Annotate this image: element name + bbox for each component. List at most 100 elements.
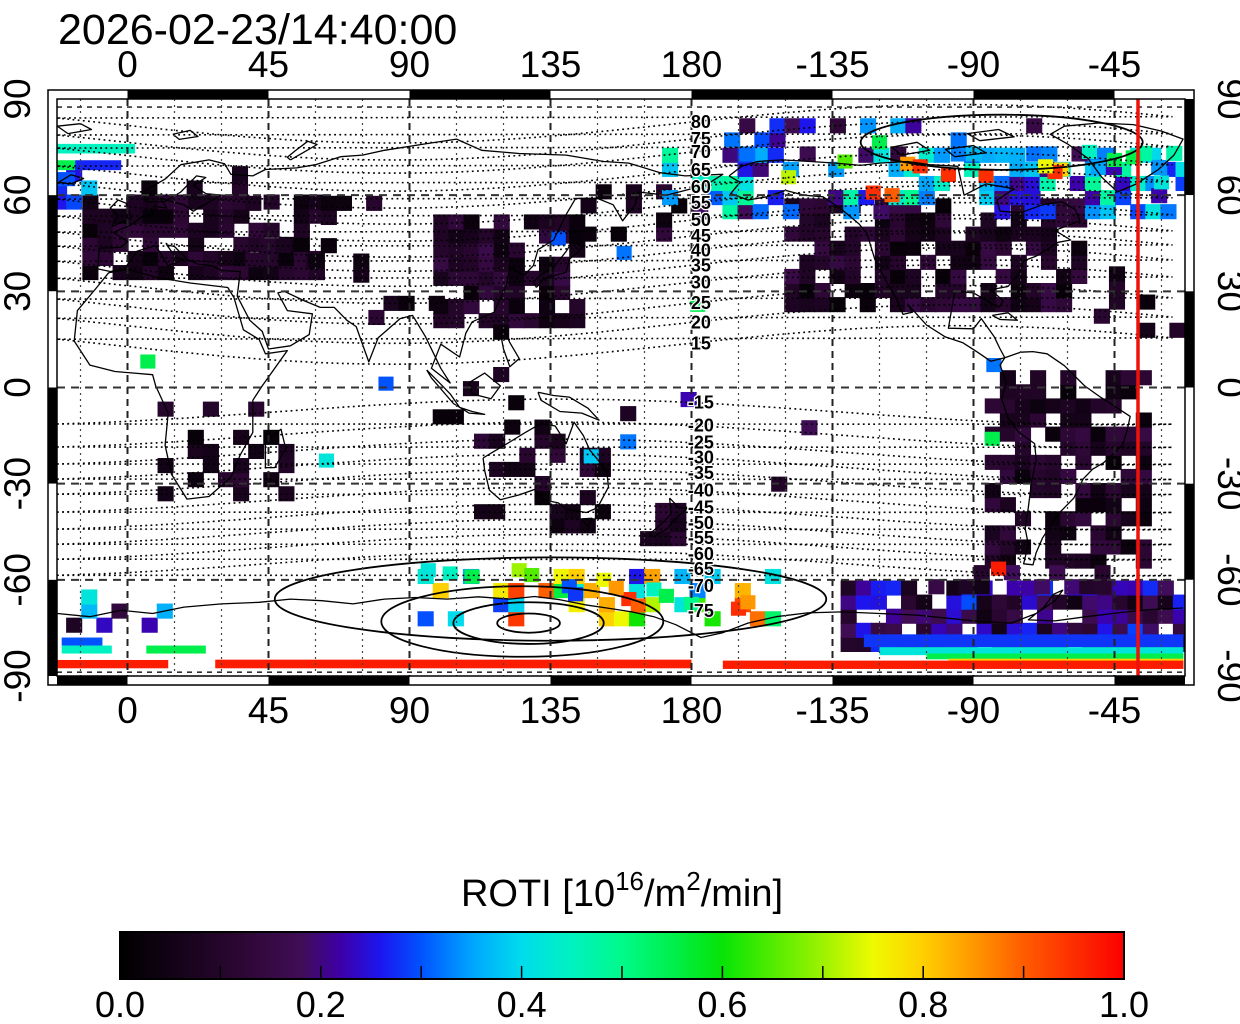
frame-segment — [57, 90, 128, 99]
roti-point — [865, 185, 881, 200]
roti-cell — [799, 282, 816, 299]
roti-cell — [1021, 594, 1038, 610]
contour-label: 70 — [691, 142, 711, 162]
roti-cell — [844, 240, 861, 256]
coastline — [999, 350, 1131, 566]
roti-cell — [474, 504, 491, 520]
roti-cell — [478, 242, 495, 258]
roti-point — [318, 453, 335, 468]
roti-cell — [1108, 266, 1126, 282]
roti-cell — [1090, 497, 1107, 513]
coastline — [891, 141, 931, 156]
roti-cell — [737, 175, 754, 192]
roti-cell — [1120, 483, 1137, 499]
roti-cell — [980, 212, 997, 228]
roti-cell — [231, 166, 249, 182]
contour-label: -75 — [688, 601, 714, 621]
roti-cell — [1045, 483, 1062, 499]
roti-cell — [950, 297, 967, 313]
roti-cell — [233, 265, 250, 281]
roti-cell — [1135, 426, 1152, 442]
roti-cell — [933, 147, 950, 163]
roti-point — [616, 245, 632, 260]
maglat-contour-n50 — [57, 201, 1173, 242]
roti-cell — [508, 583, 525, 599]
roti-cell — [1075, 426, 1092, 442]
lat-tick-label-left: 0 — [0, 377, 38, 398]
roti-cell — [950, 254, 967, 270]
roti-cell — [1115, 190, 1132, 206]
roti-point — [464, 569, 480, 584]
roti-cell — [1056, 282, 1073, 299]
coastline — [426, 369, 486, 416]
maglat-contour-n80 — [57, 103, 1173, 144]
roti-strip-sl-red-band — [57, 659, 169, 669]
roti-cell — [946, 608, 963, 624]
roti-cell — [935, 240, 952, 256]
lon-tick-label-bottom: 45 — [248, 690, 289, 731]
roti-point — [1081, 144, 1097, 159]
roti-cell — [1040, 254, 1058, 270]
lat-tick-label-right: -90 — [1210, 649, 1240, 702]
roti-cell — [1097, 622, 1114, 638]
roti-cell — [629, 568, 646, 585]
coastline — [532, 240, 585, 288]
roti-point — [984, 431, 1000, 446]
roti-cell — [320, 238, 337, 254]
lon-tick-label-top: -135 — [795, 44, 869, 85]
maglat-contour-s-15 — [57, 398, 1173, 426]
roti-point — [837, 154, 853, 169]
roti-point — [978, 168, 994, 183]
lat-tick-label-right: 60 — [1210, 175, 1240, 216]
roti-cell — [1120, 426, 1137, 442]
roti-cell — [655, 531, 672, 547]
roti-cell — [1115, 175, 1132, 192]
contour-label: 30 — [691, 272, 711, 292]
roti-cell — [973, 579, 990, 595]
roti-cell — [1135, 370, 1152, 386]
coastline — [537, 391, 600, 421]
roti-cell — [508, 313, 525, 329]
colorbar-tick-label: 1.0 — [1099, 984, 1149, 1024]
roti-cell — [580, 226, 597, 242]
contour-label: -55 — [688, 528, 714, 548]
roti-cell — [844, 254, 861, 270]
roti-cell — [157, 208, 174, 224]
contour-label: 40 — [691, 240, 711, 260]
roti-cell — [66, 194, 83, 210]
roti-cell — [1075, 412, 1092, 428]
roti-cell — [82, 265, 99, 281]
roti-cell — [874, 268, 891, 284]
roti-cell — [799, 118, 816, 134]
lon-tick-label-bottom: 135 — [520, 690, 582, 731]
roti-point — [568, 587, 584, 602]
roti-cell — [1060, 398, 1077, 414]
roti-cell — [946, 580, 963, 596]
roti-cell — [248, 443, 265, 460]
frame-segment — [127, 676, 269, 685]
lat-tick-label-left: 90 — [0, 78, 38, 119]
roti-cell — [1041, 146, 1058, 162]
colorbar-tick-label: 0.2 — [296, 984, 346, 1024]
roti-cell — [950, 268, 967, 284]
roti-cell — [629, 611, 646, 627]
roti-point — [900, 156, 916, 171]
roti-cell — [248, 265, 265, 281]
roti-cell — [855, 580, 872, 596]
roti-cell — [82, 222, 99, 238]
roti-cell — [905, 268, 922, 284]
roti-cell — [1040, 297, 1058, 313]
roti-cell — [1097, 608, 1114, 624]
contour-label: -20 — [688, 416, 714, 436]
roti-cell — [1067, 622, 1084, 638]
roti-cell — [353, 267, 370, 283]
roti-cell — [829, 118, 846, 134]
roti-cell — [433, 256, 450, 272]
roti-cell — [999, 398, 1016, 414]
roti-cell — [433, 270, 450, 286]
roti-point — [140, 354, 156, 369]
roti-cell — [784, 297, 801, 313]
lat-tick-label-left: -90 — [0, 649, 38, 702]
roti-cell — [293, 236, 310, 252]
roti-cell — [81, 589, 98, 605]
